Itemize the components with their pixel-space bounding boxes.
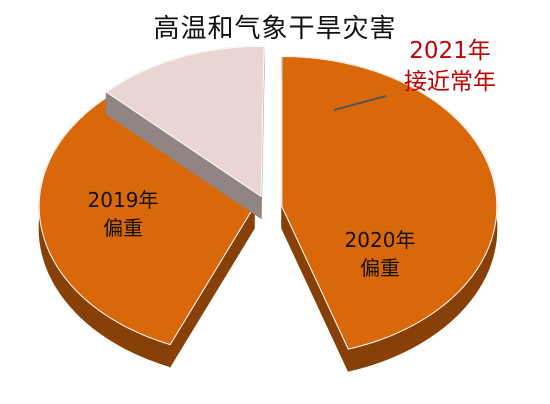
slice-label-2019-note: 偏重 — [103, 216, 143, 240]
slice-label-2020-note: 偏重 — [360, 256, 400, 280]
slice-label-2019: 2019年 偏重 — [78, 186, 168, 242]
slice-label-2019-year: 2019年 — [87, 188, 159, 212]
slice-label-2021: 2021年 接近常年 — [380, 36, 520, 98]
callout-line-2021 — [333, 95, 387, 111]
pie-slice-2021-top — [105, 45, 265, 198]
pie-slice-2021 — [105, 45, 265, 220]
slice-label-2020-year: 2020年 — [344, 228, 416, 252]
chart-title: 高温和气象干旱灾害 — [153, 14, 397, 44]
slice-label-2021-note: 接近常年 — [404, 69, 496, 95]
pie-slice-2020 — [281, 55, 498, 372]
slice-label-2021-year: 2021年 — [409, 38, 491, 64]
pie-slice-2020-top — [281, 55, 498, 350]
slice-label-2020: 2020年 偏重 — [335, 226, 425, 282]
